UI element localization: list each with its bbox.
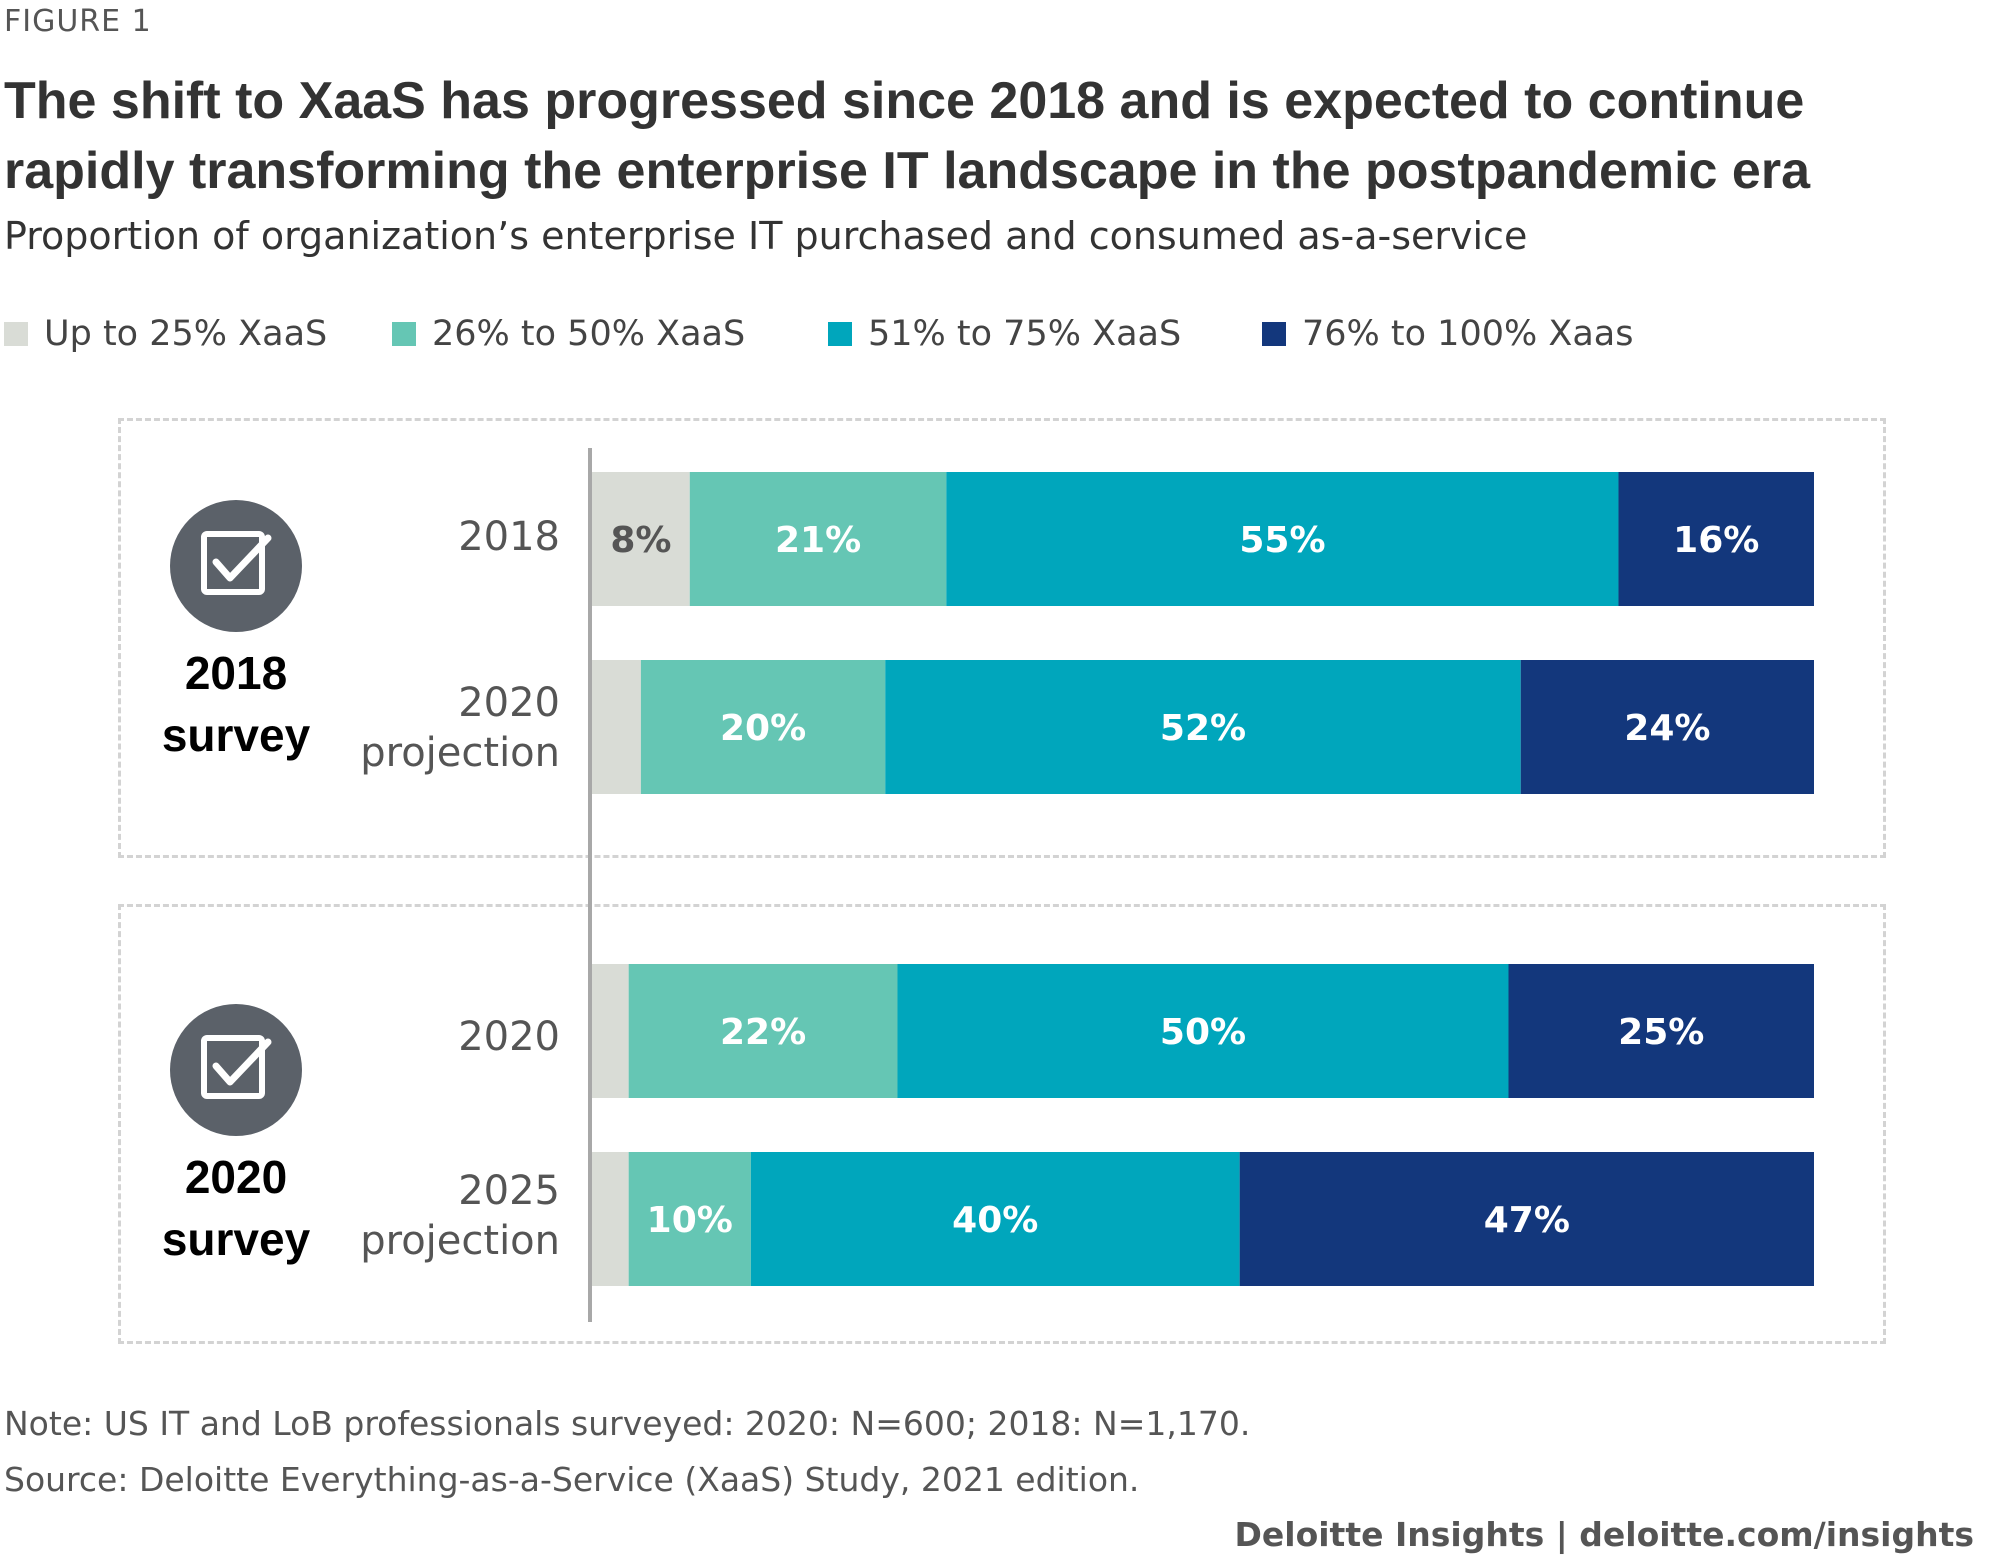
bar-segment: [1508, 964, 1814, 1098]
figure-label: FIGURE 1: [4, 4, 152, 39]
bar-value-label: 55%: [1239, 520, 1325, 561]
row-label-line: projection: [360, 1218, 560, 1264]
bar-value-label: 52%: [1160, 708, 1246, 749]
row-label-line: 2018: [458, 514, 560, 560]
bar-segment: [592, 964, 629, 1098]
row-label-line: 2020: [458, 680, 560, 726]
row-label: 2025 projection: [160, 1166, 560, 1266]
bar-segment: [897, 964, 1509, 1098]
bar-value-label: 47%: [1484, 1200, 1570, 1241]
checkbox-icon: [170, 500, 302, 632]
bar-segment: [592, 1152, 629, 1286]
chart-source: Source: Deloitte Everything-as-a-Service…: [4, 1460, 1140, 1499]
row-label-line: projection: [360, 730, 560, 776]
legend-label: 51% to 75% XaaS: [868, 314, 1182, 354]
bar-segment: [640, 660, 886, 794]
chart-title: The shift to XaaS has progressed since 2…: [4, 72, 1810, 200]
legend-label: 76% to 100% Xaas: [1302, 314, 1634, 354]
bar-value-label: 10%: [647, 1200, 733, 1241]
legend-swatch: [4, 322, 28, 346]
row-label: 2020 projection: [160, 678, 560, 778]
bar-segment: [628, 964, 898, 1098]
row-label-line: 2025: [458, 1168, 560, 1214]
survey-label-2018: 2018 survey: [116, 642, 356, 766]
bar-segment: [1520, 660, 1814, 794]
survey-label-line: survey: [161, 1213, 311, 1265]
bar-segment: [689, 472, 947, 606]
credit-line: Deloitte Insights | deloitte.com/insight…: [1234, 1515, 1974, 1554]
legend-swatch: [1262, 322, 1286, 346]
legend-swatch: [392, 322, 416, 346]
chart-subtitle: Proportion of organization’s enterprise …: [4, 214, 1528, 258]
bar-segment: [750, 1152, 1240, 1286]
survey-label-line: survey: [161, 709, 311, 761]
survey-label-line: 2018: [184, 647, 288, 699]
bar-segment: [1618, 472, 1814, 606]
survey-panel-2020: [118, 904, 1886, 1344]
survey-label-line: 2020: [184, 1151, 288, 1203]
bar-value-label: 21%: [775, 520, 861, 561]
axis-line: [588, 448, 592, 1322]
legend-item: 26% to 50% XaaS: [392, 312, 745, 356]
checkbox-icon: [170, 1004, 302, 1136]
row-label: 2020: [160, 1012, 560, 1062]
legend-label: 26% to 50% XaaS: [432, 314, 746, 354]
bar-value-label: 22%: [720, 1012, 806, 1053]
row-label: 2018: [160, 512, 560, 562]
bar-segment: [1239, 1152, 1814, 1286]
survey-panel-2018: [118, 418, 1886, 858]
bar-value-label: 50%: [1160, 1012, 1246, 1053]
bar-value-label: 24%: [1624, 708, 1710, 749]
bar-segment: [592, 660, 641, 794]
legend-item: Up to 25% XaaS: [4, 312, 327, 356]
bar-value-label: 40%: [952, 1200, 1038, 1241]
legend-label: Up to 25% XaaS: [44, 314, 328, 354]
bar-segment: [946, 472, 1619, 606]
bar-segment: [628, 1152, 751, 1286]
row-label-line: 2020: [458, 1014, 560, 1060]
bar-value-label: 20%: [720, 708, 806, 749]
survey-label-2020: 2020 survey: [116, 1146, 356, 1270]
chart-note: Note: US IT and LoB professionals survey…: [4, 1404, 1251, 1443]
legend-swatch: [828, 322, 852, 346]
bar-value-label: 8%: [610, 520, 671, 561]
bar-value-label: 16%: [1673, 520, 1759, 561]
bar-segment: [885, 660, 1521, 794]
legend-item: 51% to 75% XaaS: [828, 312, 1181, 356]
bar-segment: [592, 472, 690, 606]
legend-item: 76% to 100% Xaas: [1262, 312, 1633, 356]
bar-value-label: 25%: [1618, 1012, 1704, 1053]
